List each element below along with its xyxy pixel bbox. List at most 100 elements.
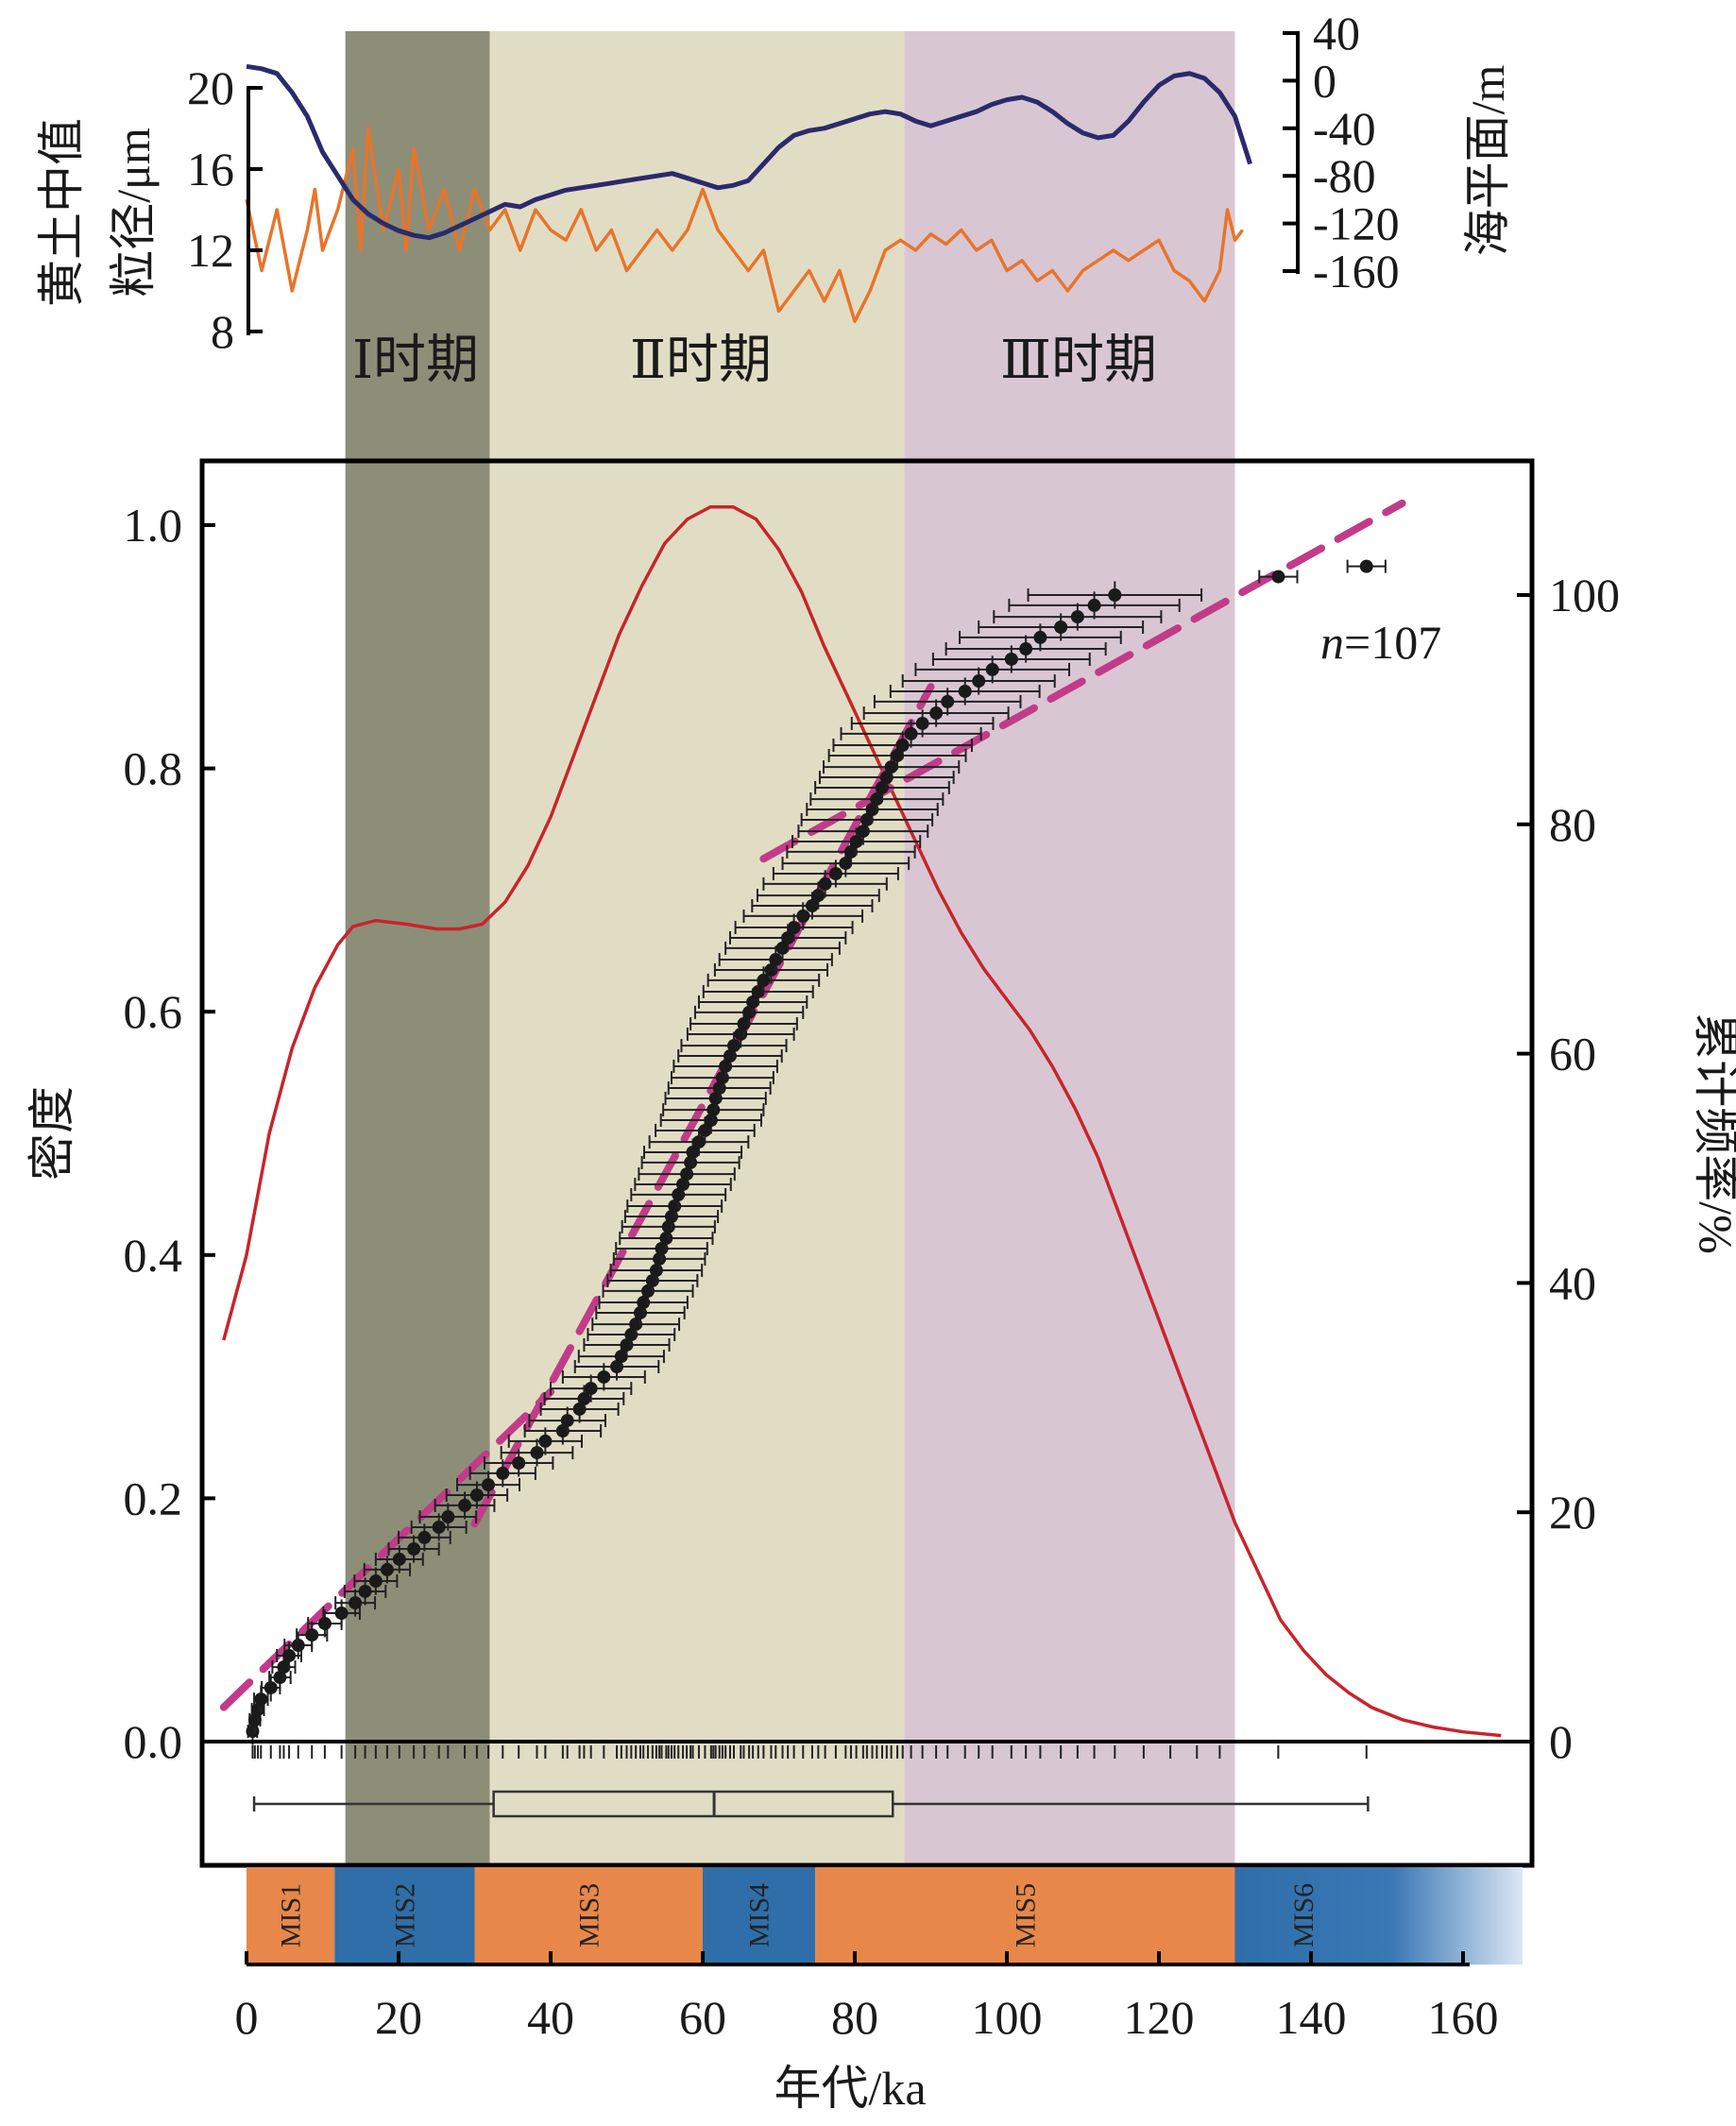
point-marker [1070, 610, 1084, 624]
mis-band-1 [247, 1867, 335, 1964]
top-right-tick-label: -40 [1313, 102, 1376, 155]
main-left-ticks: 0.0 0.2 0.4 0.6 0.8 1.0 [124, 499, 215, 1768]
x-tick-label: 20 [375, 1991, 422, 2044]
data-point [772, 859, 899, 888]
point-marker [839, 857, 853, 871]
data-point [809, 785, 945, 813]
fit-line-2 [470, 683, 935, 1528]
point-marker [614, 1350, 628, 1364]
main-right-tick-label: 0 [1549, 1715, 1573, 1768]
data-point [343, 1577, 387, 1606]
point-marker [538, 1434, 553, 1448]
data-point [850, 709, 995, 738]
point-marker [891, 748, 905, 762]
data-point [662, 1096, 765, 1124]
data-point [840, 720, 982, 748]
point-marker [746, 995, 760, 1009]
data-point [507, 1427, 584, 1455]
point-marker [769, 953, 783, 967]
cumulative-points [246, 559, 1387, 1745]
data-point [762, 870, 888, 898]
point-marker [380, 1562, 394, 1576]
data-point [445, 1481, 509, 1509]
period-label-2: Ⅱ时期 [630, 332, 772, 390]
top-panel: 8 12 16 20 400-40-80-120-160 黄土中值 粒径/μm 海平面… [35, 7, 1514, 358]
data-point [602, 1277, 694, 1305]
data-point [978, 613, 1145, 641]
data-point [931, 645, 1091, 673]
main-right-ticks: 0 20 40 60 80 100 [1517, 569, 1620, 1768]
data-point [702, 978, 814, 1006]
period-label-1: Ⅰ时期 [352, 332, 479, 390]
point-marker [441, 1510, 455, 1524]
main-left-tick-label: 0.4 [124, 1229, 183, 1282]
data-point [539, 1395, 620, 1423]
point-marker [811, 889, 825, 903]
data-point [1027, 581, 1203, 609]
top-series [245, 63, 1252, 324]
mis-label-5: MIS5 [1010, 1883, 1041, 1947]
point-marker [407, 1542, 421, 1556]
mis-band-4 [703, 1867, 816, 1964]
data-point [500, 1438, 574, 1467]
point-marker [254, 1692, 268, 1707]
point-marker [843, 844, 858, 859]
data-point [680, 1031, 788, 1060]
data-point [734, 913, 854, 942]
period-label-3: Ⅲ时期 [1000, 332, 1157, 390]
point-marker [941, 694, 955, 708]
top-left-tick-label: 20 [187, 61, 234, 114]
top-right-tick-label: 40 [1313, 7, 1360, 60]
x-tick-label: 160 [1428, 1991, 1499, 2044]
point-marker [719, 1059, 733, 1073]
point-marker [727, 1039, 741, 1053]
data-point [862, 699, 1010, 727]
point-marker [620, 1337, 634, 1352]
data-point [901, 667, 1056, 695]
point-marker [672, 1187, 686, 1201]
x-tick-label: 80 [831, 1991, 878, 2044]
main-right-tick-label: 20 [1549, 1486, 1596, 1539]
point-marker [555, 1424, 570, 1438]
data-point [483, 1449, 554, 1477]
point-marker [818, 876, 832, 891]
point-marker [1271, 570, 1285, 584]
point-marker [577, 1392, 591, 1406]
point-marker [1054, 620, 1068, 634]
sea-level-line [246, 63, 1252, 241]
data-point [659, 1106, 762, 1134]
main-left-tick-label: 0.6 [124, 985, 183, 1038]
boxplot [252, 1790, 1370, 1818]
point-marker [684, 1155, 698, 1169]
top-right-ylabel: 海平面/m [1461, 65, 1514, 257]
data-point [296, 1621, 329, 1649]
density-line [222, 504, 1502, 1738]
data-point [468, 1459, 536, 1488]
data-point [543, 1385, 625, 1413]
point-marker [349, 1596, 363, 1610]
data-point [640, 1148, 740, 1177]
data-point [253, 1685, 269, 1713]
data-point [455, 1471, 520, 1499]
point-marker [875, 780, 889, 794]
point-marker [264, 1680, 278, 1694]
main-left-ylabel: 密度 [26, 1086, 78, 1181]
top-left-ylabel-line1: 黄土中值 [35, 118, 88, 307]
mis-band-3 [474, 1867, 703, 1964]
top-right-tick-label: -120 [1313, 197, 1400, 250]
top-left-tick-label: 8 [211, 305, 234, 358]
data-point [706, 966, 821, 995]
point-marker [737, 1017, 751, 1031]
mis-label-4: MIS4 [744, 1883, 775, 1947]
rug-ticks [251, 1745, 1368, 1759]
point-marker [653, 1251, 667, 1266]
x-tick-label: 0 [235, 1991, 259, 2044]
data-point [648, 1128, 750, 1156]
data-point [697, 988, 808, 1016]
main-right-ylabel: 累计频率/% [1690, 1012, 1736, 1254]
data-point [434, 1491, 496, 1520]
top-left-tick-label: 16 [187, 143, 234, 196]
period-band-3 [904, 31, 1235, 1865]
point-marker [530, 1446, 544, 1460]
point-marker [879, 771, 894, 785]
